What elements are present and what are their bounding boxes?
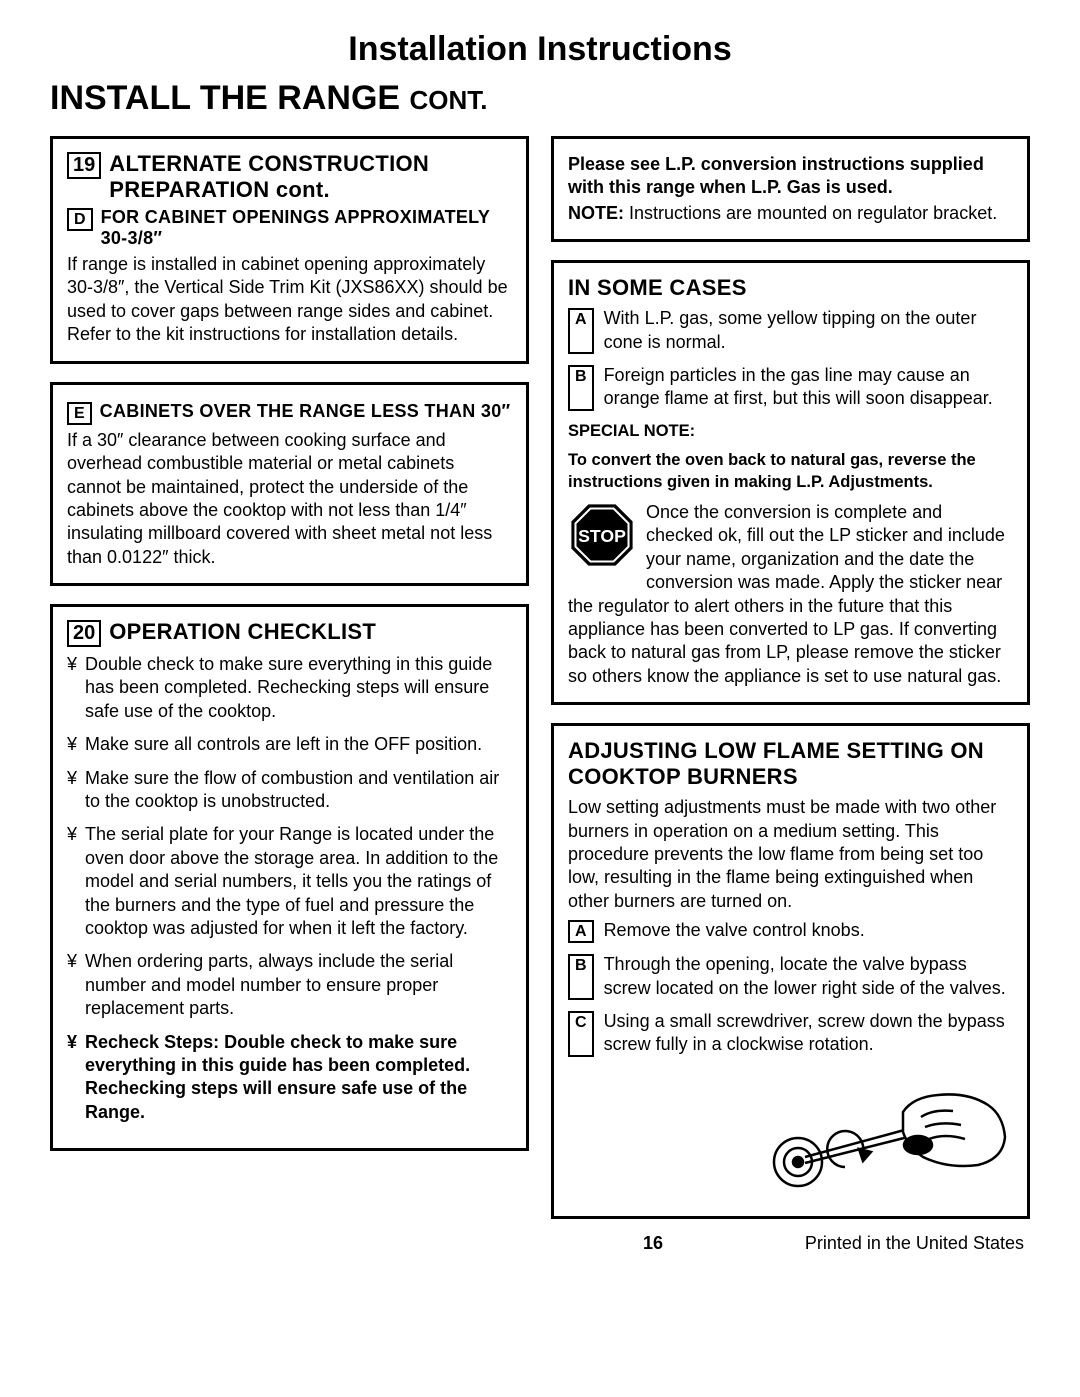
lp-note: NOTE: Instructions are mounted on regula…: [568, 202, 1013, 225]
checklist-item-bold: ¥Recheck Steps: Double check to make sur…: [67, 1031, 512, 1125]
checklist-item: ¥ Make sure all controls are left in the …: [67, 733, 512, 756]
substep-d-label: FOR CABINET OPENINGS APPROXIMATELY 30-3/…: [101, 207, 512, 249]
checklist: ¥Double check to make sure everything in…: [67, 653, 512, 1124]
note-text: Instructions are mounted on regulator br…: [624, 203, 997, 223]
substep-e-label: CABINETS OVER THE RANGE LESS THAN 30″: [100, 401, 511, 422]
case-letter-a: A: [568, 308, 594, 354]
checklist-item: ¥The serial plate for your Range is loca…: [67, 823, 512, 940]
bullet-text: Make sure all controls are left in the O…: [85, 733, 482, 756]
checklist-item: ¥Make sure the flow of combustion and ve…: [67, 767, 512, 814]
printed-in: Printed in the United States: [805, 1233, 1024, 1254]
substep-letter-e: E: [67, 402, 92, 425]
note-label: NOTE:: [568, 203, 624, 223]
page-footer: 16 Printed in the United States: [50, 1233, 1030, 1254]
section-header: INSTALL THE RANGE CONT.: [50, 79, 1030, 118]
substep-d-text: If range is installed in cabinet opening…: [67, 253, 512, 347]
box-substep-e: E CABINETS OVER THE RANGE LESS THAN 30″ …: [50, 382, 529, 587]
stop-sign-paragraph: STOP Once the conversion is complete and…: [568, 501, 1013, 688]
stop-sign-icon: STOP: [568, 501, 636, 569]
box-low-flame: ADJUSTING LOW FLAME SETTING ON COOKTOP B…: [551, 723, 1030, 1219]
case-a-text: With L.P. gas, some yellow tipping on th…: [604, 307, 1013, 354]
bullet-text: Double check to make sure everything in …: [85, 653, 512, 723]
case-b-text: Foreign particles in the gas line may ca…: [604, 364, 1013, 411]
page-number: 16: [643, 1233, 663, 1254]
box-step-19: 19 ALTERNATE CONSTRUCTION PREPARATION co…: [50, 136, 529, 364]
section-cont: CONT.: [410, 85, 488, 115]
bullet-glyph: ¥: [67, 950, 77, 1020]
substep-e-text: If a 30″ clearance between cooking surfa…: [67, 429, 512, 569]
flame-letter-c: C: [568, 1011, 594, 1057]
bullet-text: Make sure the flow of combustion and ven…: [85, 767, 512, 814]
case-item-a: A With L.P. gas, some yellow tipping on …: [568, 307, 1013, 354]
step-number-20: 20: [67, 620, 101, 647]
checklist-item: ¥When ordering parts, always include the…: [67, 950, 512, 1020]
box-step-20: 20 OPERATION CHECKLIST ¥Double check to …: [50, 604, 529, 1151]
flame-a-text: Remove the valve control knobs.: [604, 919, 865, 943]
checklist-item: ¥Double check to make sure everything in…: [67, 653, 512, 723]
special-note-text: To convert the oven back to natural gas,…: [568, 450, 1013, 493]
bullet-glyph: ¥: [67, 823, 77, 940]
step-19-title: ALTERNATE CONSTRUCTION PREPARATION cont.: [109, 151, 512, 203]
bullet-glyph: ¥: [67, 767, 77, 814]
bullet-text-bold: Recheck Steps: Double check to make sure…: [85, 1031, 512, 1125]
bullet-text: The serial plate for your Range is locat…: [85, 823, 512, 940]
left-column: 19 ALTERNATE CONSTRUCTION PREPARATION co…: [50, 136, 529, 1219]
flame-letter-a: A: [568, 920, 594, 943]
step-20-title: OPERATION CHECKLIST: [109, 619, 376, 645]
substep-letter-d: D: [67, 208, 93, 231]
page-header: Installation Instructions: [50, 30, 1030, 69]
box-in-some-cases: IN SOME CASES A With L.P. gas, some yell…: [551, 260, 1030, 705]
low-flame-intro: Low setting adjustments must be made wit…: [568, 796, 1013, 913]
case-item-b: B Foreign particles in the gas line may …: [568, 364, 1013, 411]
lp-bold-text: Please see L.P. conversion instructions …: [568, 153, 1013, 200]
section-title: INSTALL THE RANGE: [50, 79, 400, 117]
bullet-glyph: ¥: [67, 733, 77, 756]
bullet-glyph: ¥: [67, 653, 77, 723]
flame-step-a: A Remove the valve control knobs.: [568, 919, 1013, 943]
two-column-layout: 19 ALTERNATE CONSTRUCTION PREPARATION co…: [50, 136, 1030, 1219]
right-column: Please see L.P. conversion instructions …: [551, 136, 1030, 1219]
flame-letter-b: B: [568, 954, 594, 1000]
screwdriver-diagram: [568, 1067, 1013, 1202]
svg-text:STOP: STOP: [578, 526, 626, 546]
bullet-text: When ordering parts, always include the …: [85, 950, 512, 1020]
flame-step-b: B Through the opening, locate the valve …: [568, 953, 1013, 1000]
flame-step-c: C Using a small screwdriver, screw down …: [568, 1010, 1013, 1057]
flame-c-text: Using a small screwdriver, screw down th…: [604, 1010, 1013, 1057]
box-lp-note: Please see L.P. conversion instructions …: [551, 136, 1030, 242]
low-flame-title: ADJUSTING LOW FLAME SETTING ON COOKTOP B…: [568, 738, 1013, 790]
step-number-19: 19: [67, 152, 101, 179]
flame-b-text: Through the opening, locate the valve by…: [604, 953, 1013, 1000]
bullet-glyph: ¥: [67, 1031, 77, 1125]
in-some-cases-title: IN SOME CASES: [568, 275, 1013, 301]
special-note-label: SPECIAL NOTE:: [568, 421, 1013, 442]
case-letter-b: B: [568, 365, 594, 411]
